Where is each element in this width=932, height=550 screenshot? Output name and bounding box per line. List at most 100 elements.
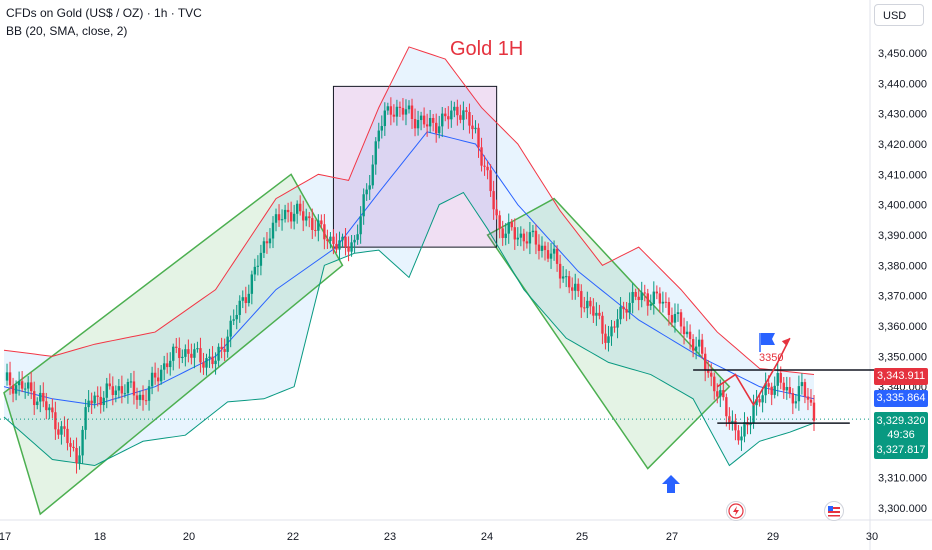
candle-body: [561, 276, 565, 279]
candle-body: [631, 291, 634, 303]
candle-body: [637, 296, 640, 301]
candle-body: [428, 118, 432, 127]
candle-body: [398, 106, 402, 108]
candle-body: [26, 382, 30, 389]
candle-body: [492, 191, 495, 210]
candle-body: [716, 391, 719, 397]
candle-body: [172, 346, 175, 361]
candle-body: [271, 222, 275, 239]
x-tick-label: 18: [94, 531, 106, 543]
x-tick-label: 22: [287, 531, 299, 543]
candle-body: [178, 347, 181, 359]
candle-body: [114, 390, 118, 396]
candle-body: [295, 203, 299, 214]
candle-body: [253, 266, 257, 275]
candle-body: [187, 349, 190, 354]
candle-body: [549, 253, 553, 259]
candle-body: [153, 372, 157, 378]
lightning-icon[interactable]: [726, 501, 746, 521]
candle-body: [371, 164, 374, 186]
candle-body: [63, 426, 66, 429]
candle-body: [386, 106, 390, 111]
candle-body: [226, 336, 229, 352]
candle-body: [356, 234, 359, 240]
candle-body: [416, 120, 420, 129]
candle-body: [57, 429, 60, 435]
candle-body: [601, 315, 604, 334]
candle-body: [129, 381, 133, 383]
currency-button[interactable]: USD: [874, 4, 924, 26]
candle-body: [329, 236, 332, 242]
candle-body: [501, 228, 504, 238]
candle-body: [413, 118, 417, 129]
candle-body: [238, 300, 241, 315]
candle-body: [14, 385, 18, 394]
candle-body: [661, 301, 665, 304]
candle-body: [610, 326, 613, 337]
candle-body: [583, 307, 586, 309]
us-flag-icon[interactable]: [824, 501, 844, 521]
candle-body: [571, 287, 574, 291]
candle-body: [728, 416, 731, 423]
candle-body: [525, 241, 529, 244]
candle-body: [217, 346, 220, 361]
x-tick-label: 25: [576, 531, 588, 543]
candle-body: [335, 243, 338, 250]
candle-body: [658, 293, 662, 304]
candle-body: [262, 241, 266, 253]
price-tag-last: 3,329.320 49:36: [874, 412, 928, 444]
candle-body: [688, 331, 692, 340]
candle-body: [232, 319, 235, 321]
candle-body: [800, 382, 804, 387]
candle-body: [616, 319, 619, 328]
x-tick-label: 27: [666, 531, 678, 543]
candle-body: [256, 265, 260, 267]
candle-body: [462, 110, 465, 120]
candle-body: [108, 383, 111, 387]
candle-body: [694, 346, 698, 351]
candle-body: [713, 376, 716, 392]
candle-body: [202, 362, 205, 368]
candle-body: [643, 292, 646, 294]
candle-body: [604, 333, 607, 343]
candle-body: [150, 372, 154, 387]
candle-body: [809, 399, 813, 403]
bar-countdown: 49:36: [887, 429, 915, 441]
candle-body: [407, 105, 411, 110]
last-price: 3,329.320: [876, 415, 926, 427]
candle-body: [779, 372, 782, 383]
y-tick-label: 3,400.000: [878, 200, 927, 212]
x-tick-label: 20: [183, 531, 195, 543]
candle-body: [392, 114, 396, 117]
candle-body: [507, 222, 510, 234]
candle-body: [755, 399, 758, 406]
candle-body: [486, 166, 489, 171]
candle-body: [574, 283, 577, 291]
candle-body: [682, 326, 686, 335]
candle-body: [438, 126, 441, 134]
candle-body: [419, 115, 423, 121]
candle-body: [277, 214, 281, 221]
candle-body: [350, 242, 353, 252]
candle-body: [664, 301, 668, 303]
y-tick-label: 3,410.000: [878, 169, 927, 181]
candle-body: [646, 293, 649, 306]
candle-body: [45, 401, 48, 411]
y-tick-label: 3,440.000: [878, 78, 927, 90]
candle-body: [54, 412, 57, 430]
candle-body: [555, 248, 559, 264]
candle-body: [534, 230, 538, 245]
candle-body: [314, 229, 317, 231]
candle-body: [679, 312, 683, 327]
candle-body: [722, 390, 725, 398]
candle-body: [72, 446, 75, 448]
bb-basis-line: [3, 131, 815, 406]
x-tick-label: 17: [0, 531, 11, 543]
candle-body: [710, 372, 713, 377]
candle-body: [289, 212, 293, 222]
candle-body: [181, 356, 184, 359]
candle-body: [196, 348, 199, 350]
candle-body: [812, 402, 816, 421]
bb-lower-line: [3, 191, 815, 467]
